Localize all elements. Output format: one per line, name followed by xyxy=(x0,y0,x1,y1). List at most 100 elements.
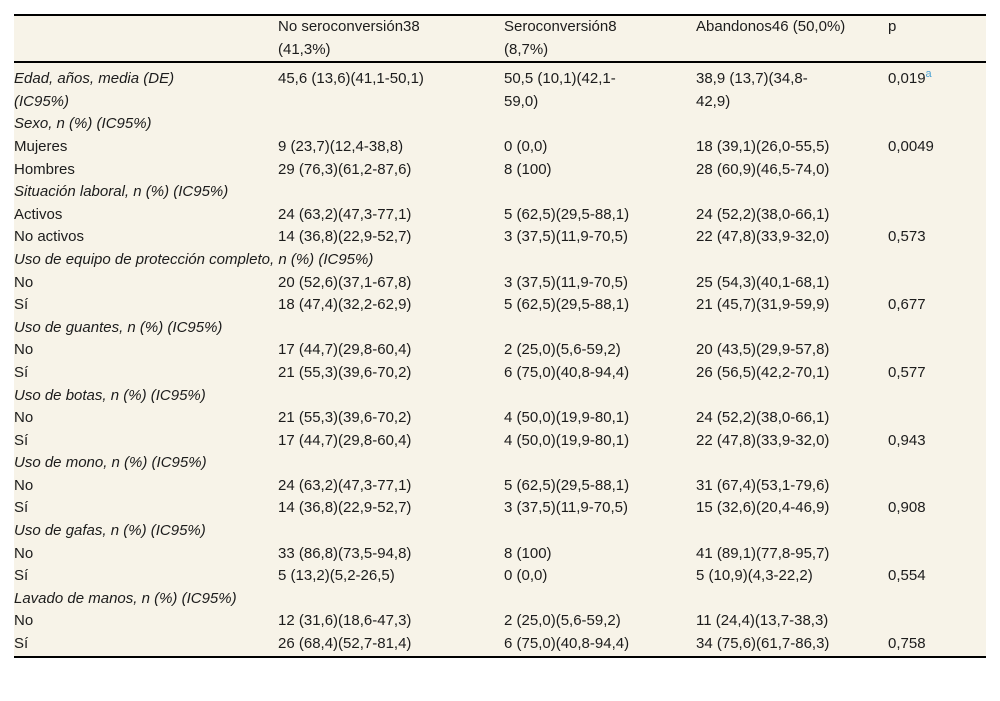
data-cell: 25 (54,3)(40,1-68,1) xyxy=(696,273,830,291)
table-row: Hombres 29 (76,3)(61,2-87,6) 8 (100) 28 (60… xyxy=(14,159,986,182)
data-cell: 4 (50,0)(19,9-80,1) xyxy=(504,431,630,449)
p-value: 0,0049 xyxy=(888,137,934,155)
data-cell: 14 (36,8)(22,9-52,7) xyxy=(278,499,412,517)
section-row: Uso de equipo de protección completo, n … xyxy=(14,249,986,272)
data-cell: 22 (47,8)(33,9-32,0) xyxy=(696,228,830,246)
table-row: Mujeres 9 (23,7)(12,4-38,8) 0 (0,0) 18 (39,… xyxy=(14,136,986,159)
p-value-cell xyxy=(888,610,986,633)
table-row: No 17 (44,7)(29,8-60,4) 2 (25,0)(5,6-59,2)… xyxy=(14,339,986,362)
row-label: No xyxy=(14,409,34,427)
header-no-seroconversion: No seroconversión38 (41,3%) xyxy=(278,15,504,64)
p-value-cell: 0,019a xyxy=(888,62,986,113)
data-cell: 24 (52,2)(38,0-66,1) xyxy=(696,205,830,223)
row-label: No xyxy=(14,273,34,291)
p-value-cell: 0,577 xyxy=(888,362,986,385)
data-cell: 0 (0,0) xyxy=(504,137,548,155)
data-cell: 5 (62,5)(29,5-88,1) xyxy=(504,296,630,314)
table-row: No 20 (52,6)(37,1-67,8) 3 (37,5)(11,9-70,5… xyxy=(14,272,986,295)
section-label: Uso de botas, n (%) (IC95%) xyxy=(14,386,206,404)
data-cell: 24 (52,2)(38,0-66,1) xyxy=(696,409,830,427)
p-value: 0,758 xyxy=(888,635,926,653)
p-value-cell xyxy=(888,543,986,566)
table-header: No seroconversión38 (41,3%) Seroconversi… xyxy=(14,15,986,64)
p-value-cell xyxy=(888,339,986,362)
header-row: No seroconversión38 (41,3%) Seroconversi… xyxy=(14,15,986,64)
data-cell: 2 (25,0)(5,6-59,2) xyxy=(504,341,621,359)
p-value-cell: 0,0049 xyxy=(888,136,986,159)
header-empty-cell xyxy=(14,15,278,64)
data-cell: 26 (68,4)(52,7-81,4) xyxy=(278,635,412,653)
section-row: Uso de gafas, n (%) (IC95%) xyxy=(14,520,986,543)
section-label: Uso de gafas, n (%) (IC95%) xyxy=(14,522,206,540)
data-cell: 45,6 (13,6)(41,1-50,1) xyxy=(278,70,424,88)
p-value: 0,908 xyxy=(888,499,926,517)
data-cell: 15 (32,6)(20,4-46,9) xyxy=(696,499,830,517)
data-cell: 29 (76,3)(61,2-87,6) xyxy=(278,160,412,178)
data-cell: 5 (62,5)(29,5-88,1) xyxy=(504,476,630,494)
row-label: Edad, años, media (DE) (IC95%) xyxy=(14,70,175,110)
data-cell: 5 (13,2)(5,2-26,5) xyxy=(278,567,395,585)
table-row: No activos 14 (36,8)(22,9-52,7) 3 (37,5)(1… xyxy=(14,226,986,249)
statistics-table: No seroconversión38 (41,3%) Seroconversi… xyxy=(14,14,986,658)
section-row: Sexo, n (%) (IC95%) xyxy=(14,113,986,136)
data-cell: 20 (52,6)(37,1-67,8) xyxy=(278,273,412,291)
data-cell: 38,9 (13,7)(34,8- 42,9) xyxy=(696,70,808,110)
paper-table-page: No seroconversión38 (41,3%) Seroconversi… xyxy=(14,14,986,658)
p-value-cell: 0,677 xyxy=(888,294,986,317)
data-cell: 18 (39,1)(26,0-55,5) xyxy=(696,137,830,155)
section-label: Lavado de manos, n (%) (IC95%) xyxy=(14,589,237,607)
section-row: Uso de guantes, n (%) (IC95%) xyxy=(14,317,986,340)
data-cell: 3 (37,5)(11,9-70,5) xyxy=(504,273,628,291)
p-value-cell xyxy=(888,475,986,498)
section-label: Uso de equipo de protección completo, n … xyxy=(14,250,374,268)
data-cell: 3 (37,5)(11,9-70,5) xyxy=(504,499,628,517)
table-row: No 21 (55,3)(39,6-70,2) 4 (50,0)(19,9-80,1… xyxy=(14,407,986,430)
data-cell: 8 (100) xyxy=(504,160,552,178)
row-label: Sí xyxy=(14,363,29,381)
data-cell: 22 (47,8)(33,9-32,0) xyxy=(696,431,830,449)
data-cell: 17 (44,7)(29,8-60,4) xyxy=(278,341,412,359)
data-cell: 28 (60,9)(46,5-74,0) xyxy=(696,160,830,178)
section-row: Lavado de manos, n (%) (IC95%) xyxy=(14,588,986,611)
data-cell: 6 (75,0)(40,8-94,4) xyxy=(504,635,630,653)
p-value-cell: 0,943 xyxy=(888,430,986,453)
p-value-cell: 0,573 xyxy=(888,226,986,249)
p-value: 0,943 xyxy=(888,431,926,449)
p-value: 0,554 xyxy=(888,567,926,585)
p-value: 0,577 xyxy=(888,363,926,381)
data-cell: 2 (25,0)(5,6-59,2) xyxy=(504,612,621,630)
footnote-ref-a[interactable]: a xyxy=(925,68,932,81)
section-label: Sexo, n (%) (IC95%) xyxy=(14,115,152,133)
p-value: 0,019 xyxy=(888,70,926,88)
row-label: No xyxy=(14,476,34,494)
header-abandonos: Abandonos46 (50,0%) xyxy=(696,15,888,64)
row-label: No xyxy=(14,612,34,630)
section-row: Uso de botas, n (%) (IC95%) xyxy=(14,385,986,408)
data-cell: 24 (63,2)(47,3-77,1) xyxy=(278,205,412,223)
header-p: p xyxy=(888,15,986,64)
p-value-cell: 0,554 xyxy=(888,565,986,588)
table-row: Sí 26 (68,4)(52,7-81,4) 6 (75,0)(40,8-94,4… xyxy=(14,633,986,657)
data-cell: 26 (56,5)(42,2-70,1) xyxy=(696,363,830,381)
data-cell: 21 (45,7)(31,9-59,9) xyxy=(696,296,830,314)
table-row: Sí 17 (44,7)(29,8-60,4) 4 (50,0)(19,9-80,1… xyxy=(14,430,986,453)
data-cell: 6 (75,0)(40,8-94,4) xyxy=(504,363,630,381)
data-cell: 18 (47,4)(32,2-62,9) xyxy=(278,296,412,314)
data-cell: 0 (0,0) xyxy=(504,567,548,585)
data-cell: 21 (55,3)(39,6-70,2) xyxy=(278,363,412,381)
data-cell: 12 (31,6)(18,6-47,3) xyxy=(278,612,412,630)
data-cell: 11 (24,4)(13,7-38,3) xyxy=(696,612,829,630)
data-cell: 5 (10,9)(4,3-22,2) xyxy=(696,567,813,585)
data-cell: 33 (86,8)(73,5-94,8) xyxy=(278,544,412,562)
data-cell: 9 (23,7)(12,4-38,8) xyxy=(278,137,404,155)
data-cell: 24 (63,2)(47,3-77,1) xyxy=(278,476,412,494)
data-cell: 4 (50,0)(19,9-80,1) xyxy=(504,409,630,427)
data-cell: 5 (62,5)(29,5-88,1) xyxy=(504,205,630,223)
data-cell: 3 (37,5)(11,9-70,5) xyxy=(504,228,628,246)
section-row: Situación laboral, n (%) (IC95%) xyxy=(14,181,986,204)
data-cell: 34 (75,6)(61,7-86,3) xyxy=(696,635,830,653)
row-label: No xyxy=(14,544,34,562)
table-row: Sí 21 (55,3)(39,6-70,2) 6 (75,0)(40,8-94,4… xyxy=(14,362,986,385)
row-label: Sí xyxy=(14,499,29,517)
p-value-cell xyxy=(888,159,986,182)
